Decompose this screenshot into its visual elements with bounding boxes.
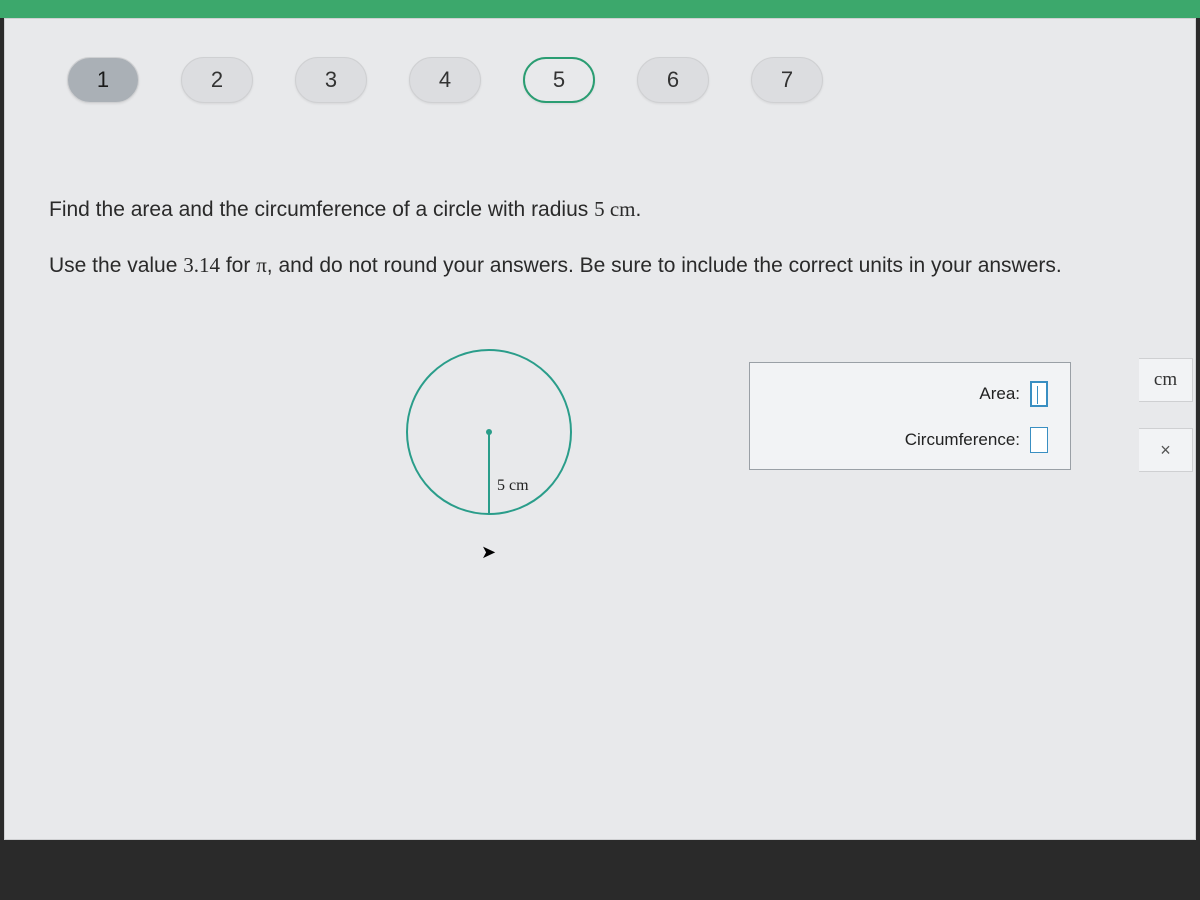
radius-label: 5 cm xyxy=(497,477,529,494)
circumference-row: Circumference: xyxy=(772,427,1048,453)
question-nav: 1 2 3 4 5 6 7 xyxy=(5,19,1195,103)
nav-item-7[interactable]: 7 xyxy=(751,57,823,103)
question-line-1: Find the area and the circumference of a… xyxy=(49,193,1151,227)
circle-svg: 5 cm xyxy=(389,342,609,562)
content-panel: 1 2 3 4 5 6 7 Find the area and the circ… xyxy=(4,18,1196,840)
answer-box: Area: Circumference: xyxy=(749,362,1071,470)
cursor-icon: ➤ xyxy=(481,542,496,563)
q2-pre: Use the value xyxy=(49,254,183,277)
area-input[interactable] xyxy=(1030,381,1048,407)
header-bar xyxy=(0,0,1200,18)
question-line-2: Use the value 3.14 for π, and do not rou… xyxy=(49,249,1151,283)
nav-item-6[interactable]: 6 xyxy=(637,57,709,103)
q2-pi-value: 3.14 xyxy=(183,253,220,277)
area-label: Area: xyxy=(979,384,1020,404)
q2-post: , and do not round your answers. Be sure… xyxy=(267,254,1062,277)
center-dot xyxy=(486,429,492,435)
q1-radius: 5 cm xyxy=(594,197,635,221)
tool-column: cm × xyxy=(1139,358,1193,472)
area-row: Area: xyxy=(772,381,1048,407)
clear-button[interactable]: × xyxy=(1139,428,1193,472)
nav-item-3[interactable]: 3 xyxy=(295,57,367,103)
nav-item-1[interactable]: 1 xyxy=(67,57,139,103)
unit-label: cm xyxy=(1154,369,1177,391)
work-area: 5 cm ➤ Area: Circumference: cm xyxy=(49,332,1151,652)
close-icon: × xyxy=(1160,440,1171,461)
q2-mid: for xyxy=(220,254,256,277)
circumference-input[interactable] xyxy=(1030,427,1048,453)
nav-item-2[interactable]: 2 xyxy=(181,57,253,103)
nav-item-5[interactable]: 5 xyxy=(523,57,595,103)
unit-button[interactable]: cm xyxy=(1139,358,1193,402)
nav-item-4[interactable]: 4 xyxy=(409,57,481,103)
question-area: Find the area and the circumference of a… xyxy=(5,103,1195,652)
circle-diagram: 5 cm xyxy=(389,342,609,562)
pi-symbol: π xyxy=(256,253,267,277)
q1-pre: Find the area and the circumference of a… xyxy=(49,198,594,221)
q1-post: . xyxy=(636,198,642,221)
circumference-label: Circumference: xyxy=(905,430,1020,450)
